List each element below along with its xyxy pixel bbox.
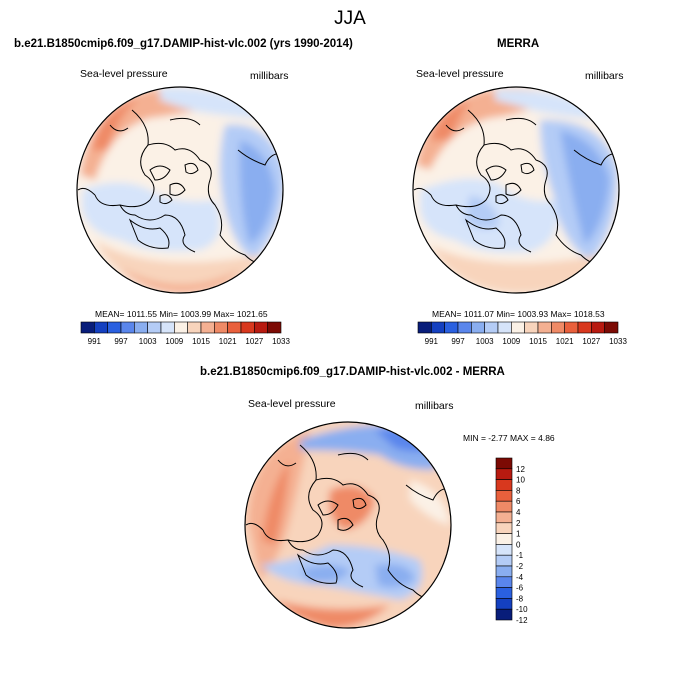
panel2-colorbar-color-box <box>457 321 472 334</box>
panel3-colorbar-color-box <box>495 576 513 588</box>
panel3-colorbar-color-box <box>495 468 513 480</box>
panel1-stats: MEAN= 1011.55 Min= 1003.99 Max= 1021.65 <box>95 309 268 319</box>
panel2-colorbar-color-box <box>417 321 432 334</box>
panel2-colorbar: 991 997 1003 1009 1015 1021 1027 1033 <box>417 321 627 346</box>
panel1-colorbar-color-box <box>254 321 268 334</box>
panel3-colorbar-color-box <box>495 554 513 567</box>
panel3-colorbar-tick-label: 1 <box>516 530 521 539</box>
panel1-colorbar-color-box <box>107 321 122 334</box>
panel2-colorbar-color-box <box>591 321 605 334</box>
panel2-colorbar-tick-label: 1027 <box>582 337 600 346</box>
panel2-colorbar-tick-label: 1033 <box>609 337 627 346</box>
panel3-colorbar-tick-label: 0 <box>516 540 521 549</box>
panel3-units-label: millibars <box>415 400 454 412</box>
panel1-colorbar-tick-label: 1027 <box>245 337 263 346</box>
panel3-colorbar-tick-label: -1 <box>516 551 524 560</box>
panel2-title: MERRA <box>497 38 540 50</box>
panel2-colorbar-tick-label: 997 <box>451 337 465 346</box>
panel3-colorbar-tick-label: -4 <box>516 573 524 582</box>
panel1-colorbar-color-box <box>267 321 282 334</box>
panel1-colorbar-color-box <box>80 321 95 334</box>
panel3-colorbar-color-box <box>495 598 513 610</box>
panel1-colorbar-color-box <box>187 321 202 334</box>
panel1-colorbar-color-box <box>227 321 242 334</box>
panel3-colorbar-tick-label: 2 <box>516 519 521 528</box>
panel2-colorbar-color-box <box>471 321 485 334</box>
panel1-colorbar-tick-label: 997 <box>114 337 128 346</box>
panel1-map <box>76 86 284 294</box>
panel2-colorbar-tick-label: 1021 <box>556 337 574 346</box>
panel3-colorbar-tick-label: -8 <box>516 594 524 603</box>
panel1-colorbar-tick-label: 991 <box>88 337 102 346</box>
panel2-map <box>412 86 620 294</box>
panel3-variable-label: Sea-level pressure <box>248 398 336 410</box>
panel3-colorbar-tick-label: -10 <box>516 605 528 614</box>
figure-title: JJA <box>334 8 366 29</box>
panel1-colorbar-color-box <box>120 321 135 334</box>
panel3-colorbar-color-box <box>495 457 513 470</box>
panel3-colorbar-tick-label: 4 <box>516 508 521 517</box>
panel2-colorbar-color-box <box>551 321 565 334</box>
panel2-colorbar-tick-label: 1009 <box>502 337 520 346</box>
panel1-colorbar-color-box <box>94 321 108 334</box>
panel2-colorbar-color-box <box>524 321 539 334</box>
panel3-colorbar-color-box <box>495 533 513 545</box>
panel3-colorbar-color-box <box>495 608 513 621</box>
panel3-stats: MIN = -2.77 MAX = 4.86 <box>463 433 555 443</box>
panel1-colorbar-color-box <box>160 321 175 334</box>
panel2-colorbar-color-box <box>431 321 445 334</box>
panel1-title: b.e21.B1850cmip6.f09_g17.DAMIP-hist-vlc.… <box>14 38 353 50</box>
panel2-colorbar-tick-label: 991 <box>425 337 439 346</box>
panel1-colorbar-color-box <box>240 321 255 334</box>
panel1-colorbar-color-box <box>200 321 215 334</box>
panel1-colorbar-tick-label: 1033 <box>272 337 290 346</box>
panel3-colorbar-color-box <box>495 587 513 599</box>
panel3-colorbar-color-box <box>495 522 513 534</box>
panel1-colorbar-color-box <box>147 321 162 334</box>
panel2-colorbar-tick-label: 1015 <box>529 337 547 346</box>
panel3-colorbar-tick-label: -2 <box>516 562 524 571</box>
panel3-colorbar-color-box <box>495 500 513 513</box>
panel3-colorbar-color-box <box>495 544 513 556</box>
panel3-colorbar-tick-label: -12 <box>516 616 528 625</box>
panel2-colorbar-color-box <box>604 321 619 334</box>
panel1-colorbar-color-box <box>134 321 148 334</box>
panel2-colorbar-color-box <box>484 321 499 334</box>
panel3-title: b.e21.B1850cmip6.f09_g17.DAMIP-hist-vlc.… <box>200 366 505 378</box>
panel3-colorbar-color-box <box>495 565 513 578</box>
panel2-stats: MEAN= 1011.07 Min= 1003.93 Max= 1018.53 <box>432 309 605 319</box>
panel1-colorbar-tick-label: 1021 <box>219 337 237 346</box>
panel3-colorbar-tick-label: 10 <box>516 476 525 485</box>
panel1-units-label: millibars <box>250 70 289 82</box>
panel2-variable-label: Sea-level pressure <box>416 68 504 80</box>
panel3-colorbar-tick-label: 12 <box>516 465 525 474</box>
panel1-variable-label: Sea-level pressure <box>80 68 168 80</box>
panel2-colorbar-color-box <box>497 321 512 334</box>
panel1-colorbar-tick-label: 1003 <box>139 337 157 346</box>
panel3-colorbar-color-box <box>495 479 513 491</box>
panel3-colorbar-tick-label: 6 <box>516 497 521 506</box>
panel2-units-label: millibars <box>585 70 624 82</box>
panel2-colorbar-color-box <box>511 321 525 334</box>
panel1-colorbar-tick-label: 1009 <box>165 337 183 346</box>
panel1-colorbar-color-box <box>214 321 228 334</box>
panel3-map <box>244 421 452 629</box>
panel3-colorbar-color-box <box>495 511 513 524</box>
panel2-colorbar-color-box <box>564 321 579 334</box>
panel3-colorbar-tick-label: 8 <box>516 486 521 495</box>
panel1-colorbar-tick-label: 1015 <box>192 337 210 346</box>
panel2-colorbar-color-box <box>537 321 552 334</box>
panel1-colorbar-color-box <box>174 321 188 334</box>
panel2-colorbar-tick-label: 1003 <box>476 337 494 346</box>
panel2-colorbar-color-box <box>577 321 592 334</box>
panel3-colorbar-tick-label: -6 <box>516 584 524 593</box>
panel2-colorbar-color-box <box>444 321 459 334</box>
panel1-colorbar: 991 997 1003 1009 1015 1021 1027 1033 <box>80 321 290 346</box>
panel3-colorbar-color-box <box>495 490 513 502</box>
